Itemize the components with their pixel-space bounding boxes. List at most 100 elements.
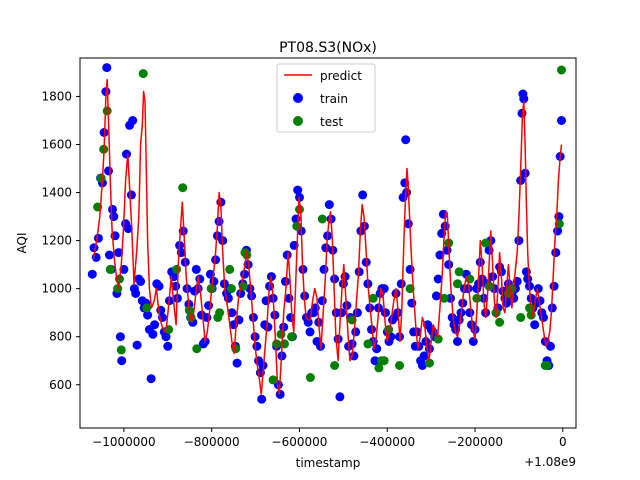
train-point	[447, 313, 457, 322]
train-point	[115, 332, 125, 342]
train-point	[465, 308, 475, 318]
train-point	[330, 274, 340, 284]
train-point	[514, 236, 524, 246]
train-point	[143, 310, 153, 320]
x-tick-label: −400000	[359, 435, 415, 449]
test-point	[557, 65, 566, 75]
test-point	[116, 345, 126, 355]
train-point	[551, 248, 561, 258]
test-point	[225, 264, 235, 274]
test-point	[516, 313, 526, 322]
test-point	[424, 358, 434, 368]
train-point	[104, 250, 114, 260]
test-point	[272, 339, 282, 349]
test-point	[317, 214, 327, 224]
test-point	[113, 284, 123, 294]
train-point	[193, 284, 203, 294]
train-point	[240, 269, 250, 279]
train-point	[252, 341, 262, 351]
y-tick-label: 1200	[41, 234, 72, 248]
train-point	[293, 185, 303, 195]
test-point	[96, 173, 106, 183]
train-point	[468, 337, 478, 346]
train-point	[191, 264, 201, 274]
test-point	[330, 361, 340, 370]
train-point	[557, 116, 566, 125]
train-point	[126, 190, 136, 200]
train-point	[419, 351, 429, 361]
train-point	[102, 63, 112, 73]
train-point	[122, 149, 131, 159]
test-point	[178, 183, 188, 193]
x-offset-text: +1.08e9	[524, 455, 576, 469]
train-point	[333, 334, 343, 344]
test-point	[484, 281, 494, 291]
test-point	[495, 317, 505, 327]
train-point	[405, 264, 415, 274]
plot-frame	[79, 57, 577, 429]
train-point	[475, 257, 485, 267]
train-point	[123, 224, 133, 234]
legend-train-swatch	[293, 93, 303, 103]
train-point	[519, 94, 529, 104]
train-point	[412, 327, 422, 337]
test-point	[138, 69, 148, 79]
x-tick-label: −1000000	[92, 435, 156, 449]
test-point	[453, 279, 462, 289]
train-point	[317, 296, 327, 306]
test-point	[507, 284, 517, 294]
train-point	[530, 320, 540, 330]
train-point	[446, 293, 455, 303]
x-tick-label: 0	[559, 435, 567, 449]
train-point	[549, 281, 559, 291]
train-point	[401, 135, 411, 145]
legend: predict train test	[276, 63, 376, 133]
train-point	[275, 389, 285, 399]
train-point	[270, 310, 280, 320]
test-point	[368, 293, 378, 303]
x-tick-label: −800000	[184, 435, 240, 449]
y-tick-label: 1600	[41, 137, 72, 151]
train-point	[104, 166, 113, 176]
train-point	[108, 204, 117, 214]
train-point	[370, 356, 380, 366]
train-point	[417, 361, 427, 370]
test-point	[481, 238, 491, 248]
train-point	[352, 308, 362, 318]
test-point	[439, 293, 449, 303]
train-point	[232, 358, 242, 368]
test-point	[405, 284, 415, 294]
train-point	[319, 264, 329, 274]
train-point	[453, 337, 462, 346]
test-point	[395, 361, 404, 370]
test-point	[142, 303, 152, 313]
train-point	[337, 308, 347, 318]
train-point	[128, 116, 138, 125]
x-tick-label: −600000	[272, 435, 328, 449]
train-point	[146, 374, 156, 384]
train-point	[150, 320, 160, 330]
train-point	[321, 243, 331, 253]
y-tick-label: 1000	[41, 282, 72, 296]
train-point	[280, 276, 290, 286]
test-point	[292, 221, 302, 231]
train-point	[87, 269, 97, 279]
train-point	[523, 274, 533, 284]
y-tick-label: 800	[49, 330, 72, 344]
train-point	[396, 279, 406, 289]
y-tick-label: 1400	[41, 186, 72, 200]
test-point	[542, 361, 552, 370]
train-point	[335, 392, 345, 402]
train-point	[539, 313, 548, 322]
x-axis-label: timestamp	[296, 456, 361, 470]
test-point	[268, 375, 278, 385]
train-point	[227, 308, 237, 318]
legend-test-label: test	[320, 115, 343, 129]
train-point	[305, 327, 315, 337]
train-point	[502, 298, 512, 308]
train-point	[89, 243, 99, 253]
train-point	[117, 356, 127, 366]
test-point	[192, 344, 202, 354]
series-layer	[87, 63, 566, 404]
